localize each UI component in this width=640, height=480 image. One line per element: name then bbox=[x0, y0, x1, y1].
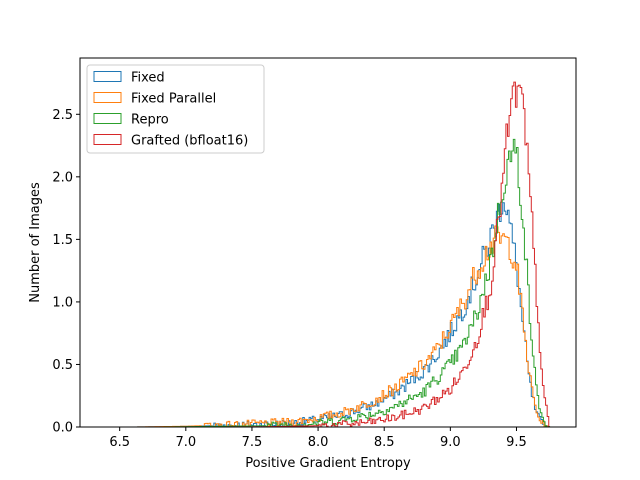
x-tick-label: 8.5 bbox=[374, 435, 395, 450]
plot-frame bbox=[79, 57, 577, 428]
legend-swatch bbox=[93, 134, 122, 145]
x-tick-label: 7.0 bbox=[175, 435, 196, 450]
y-tick-label: 2.0 bbox=[52, 170, 73, 185]
axes-layer: 6.5 7.0 7.5 8.0 8.5 9.0 9.5 0.0 0.5 1.0 1.5 2.0 2.5 bbox=[52, 57, 577, 450]
legend-swatch bbox=[93, 71, 122, 82]
y-axis-label: Number of Images bbox=[28, 182, 43, 303]
legend-box bbox=[86, 64, 265, 154]
x-tick-label: 9.5 bbox=[506, 435, 527, 450]
y-tick-label: 0.5 bbox=[52, 358, 73, 373]
y-tick-label: 2.5 bbox=[52, 108, 73, 123]
legend-swatch bbox=[93, 92, 122, 103]
y-tick-label: 1.5 bbox=[52, 233, 73, 248]
legend-entry-label: Repro bbox=[131, 113, 169, 128]
legend-entry-label: Grafted (bfloat16) bbox=[131, 134, 248, 149]
x-tick-label: 9.0 bbox=[440, 435, 461, 450]
y-tick-label: 1.0 bbox=[52, 295, 73, 310]
legend-entry-label: Fixed bbox=[131, 71, 165, 86]
legend: Fixed Fixed Parallel Repro Grafted (bfloat1… bbox=[86, 64, 265, 154]
x-tick-label: 7.5 bbox=[242, 435, 263, 450]
series-step-line bbox=[158, 138, 551, 428]
legend-entry-label: Fixed Parallel bbox=[131, 92, 216, 107]
x-tick-label: 8.0 bbox=[308, 435, 329, 450]
legend-swatch bbox=[93, 113, 122, 124]
y-tick-label: 0.0 bbox=[52, 421, 73, 436]
x-tick-label: 6.5 bbox=[109, 435, 130, 450]
x-axis-label: Positive Gradient Entropy bbox=[245, 456, 411, 471]
series-step-line bbox=[132, 225, 550, 428]
series-step-line bbox=[132, 202, 550, 428]
